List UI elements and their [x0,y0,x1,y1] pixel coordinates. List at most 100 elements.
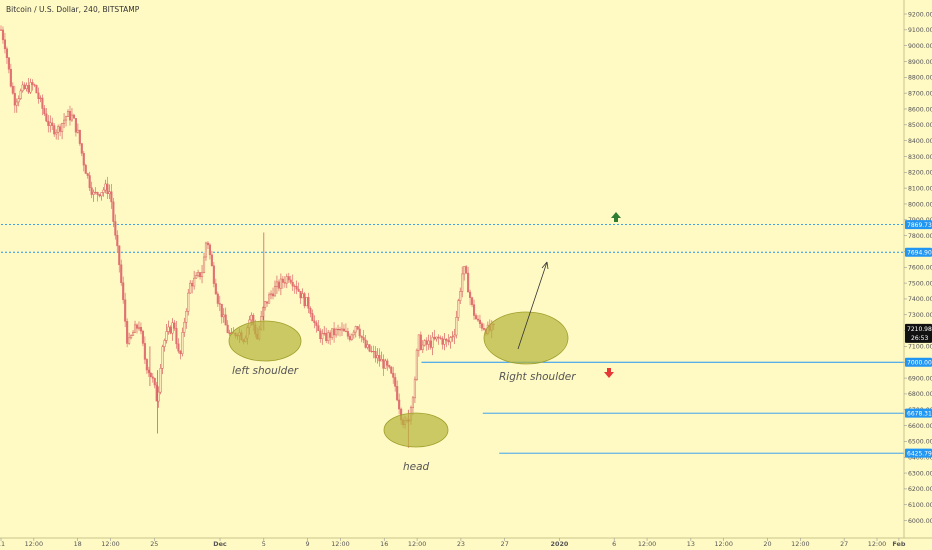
candle-body [27,85,30,93]
candle-body [61,123,64,132]
candle-body [112,201,115,222]
up-arrow-icon[interactable] [611,212,621,222]
candle-body [417,334,420,351]
candle-body [181,332,184,354]
candle-body [23,84,26,89]
price-level-tag [905,408,932,418]
last-price-label: 7210.98 [907,326,932,333]
candle-body [360,335,363,338]
price-level-tag-label: 6425.79 [907,450,932,457]
candle-body [108,191,111,195]
down-arrow-icon[interactable] [604,368,614,378]
candle-body [315,322,318,326]
candle-body [291,282,294,287]
candle-body [68,111,72,121]
candle-body [224,314,227,326]
x-tick-label: 18 [74,540,82,548]
candle-body [35,85,38,94]
candle-body [139,326,142,332]
candle-body [335,329,338,336]
candle-body [100,192,103,197]
candle-body [49,122,52,126]
candle-body [474,315,478,320]
candle-body [11,85,14,94]
price-level-tag-label: 6678.31 [907,410,932,417]
candle-body [183,322,186,333]
candle-body [31,82,34,85]
candle-body [394,377,397,387]
candle-body [55,132,58,135]
candle-body [226,324,229,333]
candle-body [200,272,204,278]
projection-arrow-line[interactable] [517,261,548,350]
candle-body [197,272,200,276]
head-ellipse[interactable] [383,412,449,448]
candle-body [120,264,123,283]
candle-body [285,276,288,284]
price-level-tag [905,220,932,230]
candle-body [368,344,371,352]
candle-body [266,301,269,304]
candle-body [431,336,434,348]
candle-body [352,331,355,336]
x-tick-label: 12:00 [331,540,349,548]
candle-body [465,266,468,274]
y-tick-label: 6000.00 [908,518,932,525]
candle-body [199,272,202,278]
candle-body [461,273,464,292]
candle-body [132,332,135,336]
right-shoulder-ellipse[interactable] [483,311,569,365]
candle-body [396,386,399,401]
candle-body [313,320,316,324]
candle-body [191,282,194,287]
candle-body [43,108,46,115]
candle-body [366,344,369,348]
candle-body [279,278,282,289]
candle-body [268,294,271,304]
candle-body [151,376,154,379]
candle-body [467,272,470,293]
candle-body [471,297,474,305]
candle-body [435,336,438,340]
candle-body [250,314,253,321]
candle-body [17,98,20,103]
candle-body [133,324,137,333]
candle-body [384,360,387,369]
candle-body [179,350,182,354]
price-level-tag-label: 7000.00 [907,360,932,367]
projection-arrowhead [541,261,549,270]
candle-body [421,344,424,350]
candle-body [364,339,367,348]
candle-body [114,221,117,236]
candle-body [63,119,66,124]
candle-body [374,351,377,359]
candle-body [128,337,131,344]
candle-body [116,235,119,247]
price-level-tag-label: 7869.73 [907,222,932,229]
candle-body [283,282,286,284]
candle-body [459,291,462,301]
candle-body [275,281,278,287]
candle-body [208,244,211,256]
candle-body [370,350,373,353]
y-tick-label: 9100.00 [908,27,932,34]
candle-body [457,300,460,318]
candle-body [66,111,70,117]
candle-body [161,346,164,369]
candle-body [222,314,225,318]
candle-body [157,391,160,402]
y-tick-label: 7600.00 [908,265,932,272]
candle-body [70,114,74,121]
candle-body [21,84,24,92]
candle-body [411,397,414,408]
right-shoulder-label: Right shoulder [499,371,576,383]
candle-body [386,360,389,366]
candle-body [451,336,454,338]
candle-body [445,338,448,341]
candle-body [41,97,44,109]
candle-body [106,183,109,195]
left-shoulder-ellipse[interactable] [228,320,302,362]
candle-body [388,365,391,368]
candle-body [423,340,426,346]
